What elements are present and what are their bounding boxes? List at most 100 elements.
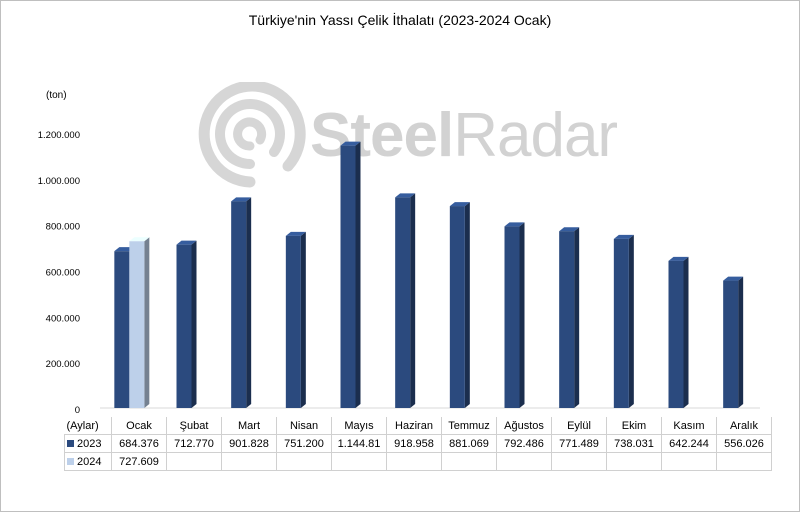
legend-label: 2023 <box>77 437 102 450</box>
bar-top-face <box>613 234 634 239</box>
data-label: 751.200 <box>276 434 332 453</box>
legend-entry: 2023 <box>64 434 112 453</box>
y-tick-label: 0 <box>75 405 80 416</box>
legend-swatch <box>67 440 74 448</box>
data-label: 642.244 <box>661 434 717 453</box>
bar-top-face <box>723 276 744 281</box>
chart-title: Türkiye'nin Yassı Çelik İthalatı (2023-2… <box>248 12 552 28</box>
x-tick-label: Ocak <box>111 417 167 435</box>
x-tick-label: Nisan <box>276 417 332 435</box>
bar-top-face <box>285 231 306 236</box>
bar-front-face <box>613 238 629 408</box>
bar-side-face <box>738 276 744 408</box>
table-row: 2024 727.609 <box>64 452 772 471</box>
data-label: 727.609 <box>111 452 167 471</box>
bar-top-face <box>449 202 470 207</box>
bar-front-face <box>285 235 301 408</box>
bar-top-face <box>129 237 150 242</box>
data-label: 881.069 <box>441 434 497 453</box>
data-label <box>716 452 772 471</box>
data-label: 771.489 <box>551 434 607 453</box>
x-tick-label: Ağustos <box>496 417 552 435</box>
data-label: 1.144.81 <box>331 434 387 453</box>
bar-2023-Şubat <box>176 240 197 408</box>
bar-top-face <box>504 222 525 227</box>
bar-side-face <box>300 231 306 408</box>
x-tick-label: Ekim <box>606 417 662 435</box>
bar-top-face <box>395 193 416 198</box>
data-label <box>661 452 717 471</box>
data-label: 792.486 <box>496 434 552 453</box>
bar-front-face <box>129 241 145 408</box>
data-label <box>551 452 607 471</box>
bar-side-face <box>355 141 361 408</box>
bar-top-face <box>668 256 689 261</box>
x-tick-label: Mayıs <box>331 417 387 435</box>
bar-side-face <box>628 234 634 408</box>
x-tick-label: Mart <box>221 417 277 435</box>
data-label <box>496 452 552 471</box>
data-label <box>166 452 222 471</box>
bar-2023-Mart <box>231 197 252 408</box>
bar-front-face <box>559 231 575 408</box>
bar-2023-Eylül <box>559 227 580 408</box>
bar-2023-Mayıs <box>340 141 361 408</box>
bar-side-face <box>144 237 150 408</box>
y-tick-label: 400.000 <box>46 313 80 324</box>
x-tick-label: Eylül <box>551 417 607 435</box>
y-tick-label: 1.200.000 <box>38 130 80 141</box>
bar-2023-Kasım <box>668 256 689 408</box>
data-label <box>386 452 442 471</box>
bar-2023-Ekim <box>613 234 634 408</box>
x-tick-label: Haziran <box>386 417 442 435</box>
bar-front-face <box>668 260 684 408</box>
data-label <box>331 452 387 471</box>
bar-2023-Haziran <box>395 193 416 408</box>
data-label <box>606 452 662 471</box>
data-label <box>221 452 277 471</box>
x-tick-label: Aralık <box>716 417 772 435</box>
y-tick-label: 800.000 <box>46 222 80 233</box>
data-label: 712.770 <box>166 434 222 453</box>
x-tick-label: Temmuz <box>441 417 497 435</box>
bar-front-face <box>231 201 247 408</box>
data-table: (Aylar) Ocak Şubat Mart Nisan Mayıs Haziran Tem… <box>64 417 772 471</box>
bar-side-face <box>683 256 689 408</box>
bar-side-face <box>191 240 197 408</box>
bar-front-face <box>114 251 130 408</box>
bar-side-face <box>574 227 580 408</box>
x-tick-label: Kasım <box>661 417 717 435</box>
table-row: 2023 684.376 712.770 901.828 751.200 1.144.81… <box>64 434 772 453</box>
bar-2024-Ocak <box>129 237 150 408</box>
bar-front-face <box>395 197 411 408</box>
bar-front-face <box>504 226 520 408</box>
bar-side-face <box>464 202 470 408</box>
x-tick-label: Şubat <box>166 417 222 435</box>
data-label: 918.958 <box>386 434 442 453</box>
bar-2023-Temmuz <box>449 202 470 408</box>
bar-side-face <box>519 222 525 408</box>
legend-entry: 2024 <box>64 452 112 471</box>
data-label: 901.828 <box>221 434 277 453</box>
data-label: 556.026 <box>716 434 772 453</box>
bar-2023-Aralık <box>723 276 744 408</box>
bar-top-face <box>231 197 252 202</box>
table-header-row: (Aylar) Ocak Şubat Mart Nisan Mayıs Haziran Tem… <box>64 417 772 435</box>
y-tick-label: 600.000 <box>46 268 80 279</box>
y-tick-label: 200.000 <box>46 359 80 370</box>
bar-top-face <box>559 227 580 232</box>
bar-side-face <box>410 193 416 408</box>
bar-front-face <box>176 244 192 408</box>
bar-top-face <box>176 240 197 245</box>
bar-front-face <box>449 206 465 408</box>
y-axis-unit-label: (ton) <box>46 90 67 101</box>
data-label <box>276 452 332 471</box>
legend-swatch <box>67 458 74 466</box>
data-label: 684.376 <box>111 434 167 453</box>
bar-2023-Ağustos <box>504 222 525 408</box>
bar-front-face <box>723 280 739 408</box>
y-tick-label: 1.000.000 <box>38 176 80 187</box>
table-header-label: (Aylar) <box>64 417 112 435</box>
legend-label: 2024 <box>77 455 102 468</box>
